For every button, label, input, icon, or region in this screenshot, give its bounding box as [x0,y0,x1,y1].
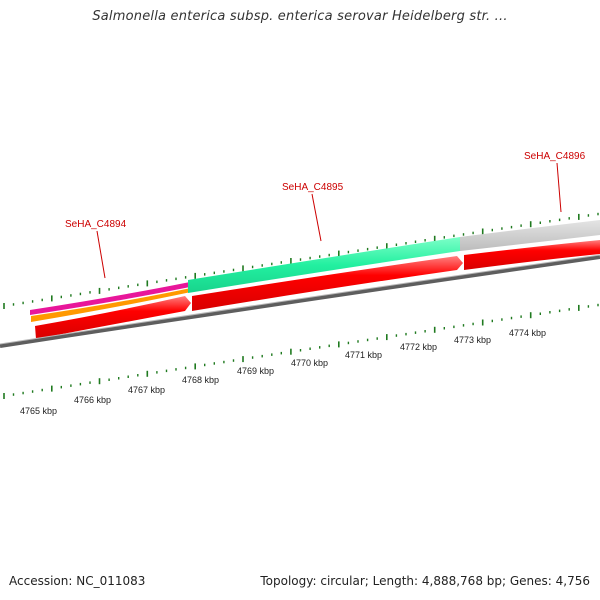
gene-label-leader [311,193,322,242]
lower-tick-ring [3,303,599,399]
scale-label: 4765 kbp [20,406,57,416]
scale-label: 4767 kbp [128,385,165,395]
scale-label: 4766 kbp [74,395,111,405]
cds-arrow-4896[interactable] [464,240,600,270]
gene-label-4895[interactable]: SeHA_C4895 [282,182,344,193]
gene-label-4896[interactable]: SeHA_C4896 [524,151,586,162]
gene-label-leader [96,230,106,279]
track-orange-feature[interactable] [31,288,191,322]
scale-label: 4768 kbp [182,375,219,385]
track-green-feature[interactable] [188,237,460,293]
scale-label: 4773 kbp [454,335,491,345]
scale-label: 4771 kbp [345,350,382,360]
map-title: Salmonella enterica subsp. enterica sero… [92,9,508,24]
scale-label: 4774 kbp [509,328,546,338]
track-grey-feature[interactable] [460,220,600,251]
genome-backbone-highlight [0,254,600,345]
genome-backbone [0,255,600,348]
upper-tick-ring [3,212,599,309]
gene-label-4894[interactable]: SeHA_C4894 [65,219,127,230]
genome-summary-text: Topology: circular; Length: 4,888,768 bp… [260,574,590,588]
scale-label: 4770 kbp [291,358,328,368]
scale-label: 4772 kbp [400,342,437,352]
cds-arrow-4895[interactable] [192,256,463,311]
gene-label-leader [556,162,562,213]
accession-text: Accession: NC_011083 [9,574,146,588]
scale-label: 4769 kbp [237,366,274,376]
track-pink-feature[interactable] [30,282,190,315]
cds-arrow-4894[interactable] [35,296,191,339]
